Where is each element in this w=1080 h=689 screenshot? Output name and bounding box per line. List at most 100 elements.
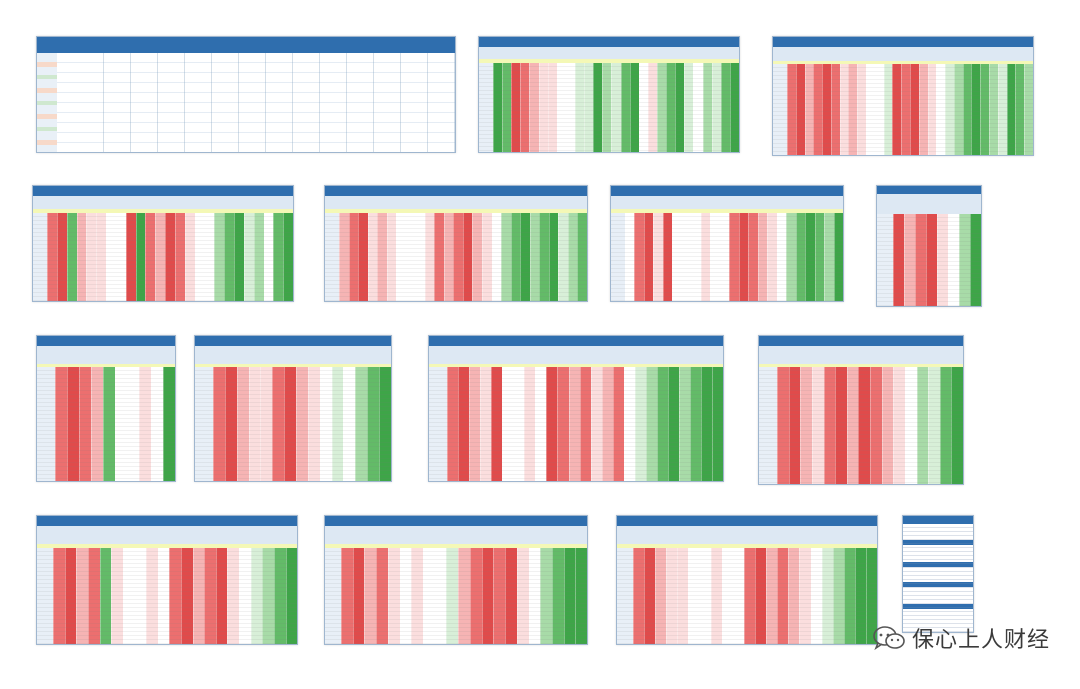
heat-column — [699, 548, 711, 644]
heat-column — [936, 64, 946, 155]
heat-column — [710, 548, 722, 644]
heat-column — [776, 213, 787, 301]
heat-column — [367, 367, 380, 481]
sheet-2-2 — [324, 185, 588, 302]
heat-column — [729, 63, 739, 152]
heat-column — [472, 213, 482, 301]
sheet-4-1 — [36, 515, 298, 645]
heat-column — [134, 548, 146, 644]
heat-column — [590, 367, 602, 481]
sheet-header — [903, 516, 973, 524]
heat-column — [462, 213, 473, 301]
heat-column — [620, 63, 630, 152]
heat-column — [529, 213, 540, 301]
heat-column — [434, 213, 444, 301]
heat-column — [738, 213, 749, 301]
heat-column — [970, 214, 981, 306]
heat-column — [493, 548, 506, 644]
sheet-header — [325, 516, 587, 526]
heat-column — [546, 367, 558, 481]
heat-column — [835, 367, 847, 484]
heat-column — [893, 367, 905, 484]
heat-column — [988, 64, 998, 155]
heat-column — [260, 367, 273, 481]
heat-column — [720, 63, 730, 152]
heat-column — [577, 213, 587, 301]
heat-column — [446, 548, 459, 644]
heat-column — [184, 213, 195, 301]
heat-column — [501, 213, 511, 301]
heat-column — [151, 367, 163, 481]
heat-column — [702, 63, 712, 152]
sheet-header — [37, 516, 297, 526]
heat-column — [821, 548, 833, 644]
sheet-2-3 — [610, 185, 844, 302]
heat-column — [424, 213, 435, 301]
heat-column — [396, 213, 406, 301]
heat-column — [127, 367, 139, 481]
heat-column — [47, 213, 57, 301]
heat-column — [284, 367, 297, 481]
heat-column — [712, 367, 723, 481]
heat-column — [348, 213, 359, 301]
heat-column — [939, 367, 952, 484]
heat-column — [601, 367, 613, 481]
heat-column — [721, 548, 733, 644]
heat-column — [169, 548, 181, 644]
heat-column — [623, 367, 635, 481]
heat-column — [799, 548, 811, 644]
heat-column — [678, 367, 691, 481]
heat-column — [710, 213, 720, 301]
heat-column — [865, 548, 877, 644]
heat-column — [434, 548, 447, 644]
heat-column — [645, 367, 657, 481]
heat-column — [516, 548, 529, 644]
heat-column — [846, 367, 859, 484]
heat-column — [788, 367, 801, 484]
heat-column — [55, 367, 67, 481]
heat-column — [833, 213, 843, 301]
heat-column — [539, 213, 549, 301]
heat-column — [76, 548, 88, 644]
heat-column — [795, 213, 806, 301]
heat-column — [163, 367, 175, 481]
heat-column — [481, 213, 492, 301]
heat-column — [962, 64, 972, 155]
heat-column — [96, 213, 107, 301]
heat-column — [352, 548, 365, 644]
heat-column — [91, 367, 103, 481]
heat-column — [701, 367, 713, 481]
heat-column — [157, 548, 170, 644]
heat-column — [804, 64, 814, 155]
heat-column — [103, 367, 115, 481]
heat-column — [729, 213, 739, 301]
heat-column — [916, 367, 929, 484]
heat-column — [684, 63, 694, 152]
heat-column — [224, 213, 235, 301]
heat-column — [146, 548, 158, 644]
heat-column — [86, 213, 97, 301]
heat-column — [915, 214, 926, 306]
heat-column — [364, 548, 377, 644]
heat-column — [248, 367, 261, 481]
heat-column — [520, 213, 530, 301]
heat-column — [227, 548, 239, 644]
heat-column — [67, 367, 79, 481]
heat-column — [688, 548, 700, 644]
sheet-1-3 — [772, 36, 1034, 156]
heat-column — [937, 214, 948, 306]
heat-column — [854, 548, 866, 644]
heat-column — [253, 213, 264, 301]
heat-column — [857, 64, 867, 155]
heat-column — [656, 63, 667, 152]
heat-column — [510, 213, 521, 301]
heat-column — [959, 214, 970, 306]
heat-column — [558, 213, 568, 301]
heat-column — [953, 64, 963, 155]
heat-column — [194, 213, 205, 301]
heat-column — [355, 367, 368, 481]
heat-column — [263, 213, 274, 301]
heat-column — [122, 548, 135, 644]
heat-column — [339, 213, 349, 301]
heat-column — [634, 367, 646, 481]
